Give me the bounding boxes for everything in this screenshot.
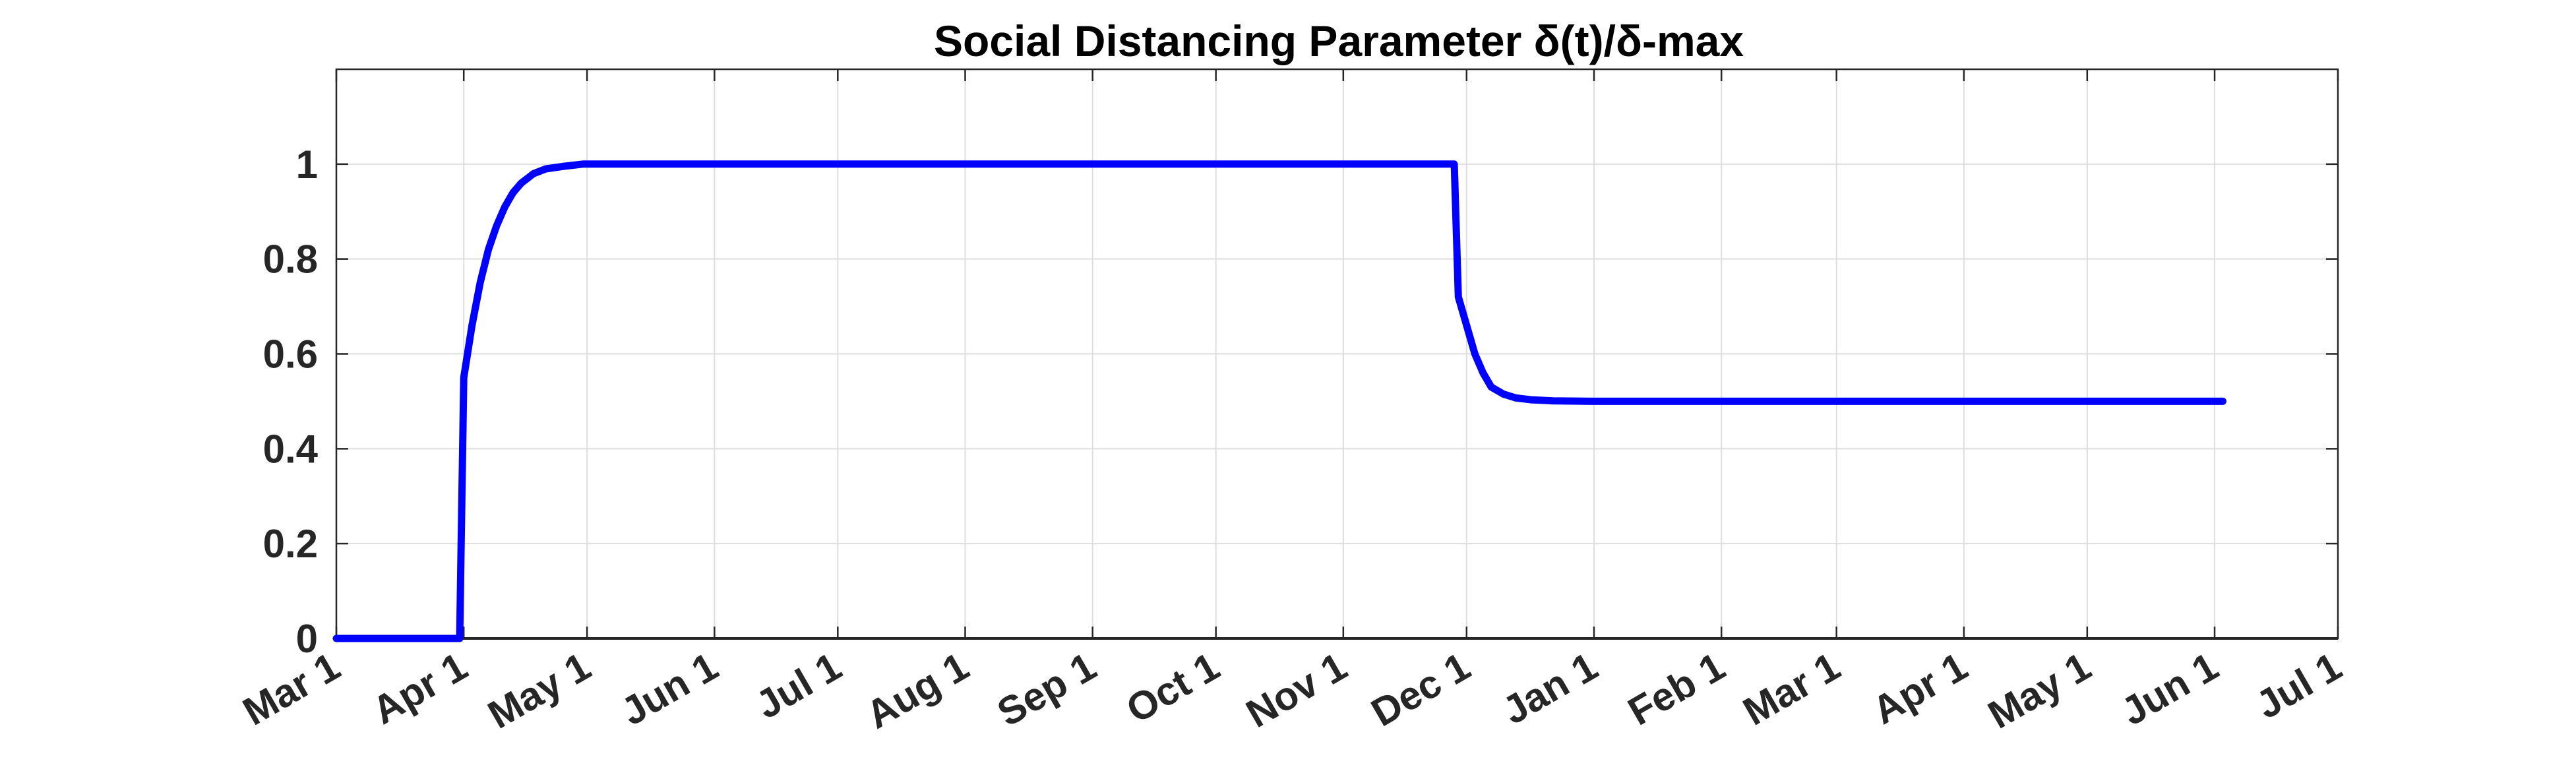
y-tick-label: 0 — [296, 617, 318, 661]
series-line — [332, 160, 2226, 642]
y-tick-label: 1 — [296, 142, 318, 187]
grid — [336, 69, 2339, 639]
x-tick-label: Nov 1 — [1239, 644, 1354, 736]
x-tick-label: Jul 1 — [2249, 644, 2349, 727]
chart-title: Social Distancing Parameter δ(t)/δ-max — [934, 16, 1744, 65]
y-tick-label: 0.6 — [263, 332, 318, 377]
x-tick-label: Apr 1 — [365, 644, 474, 733]
y-tick-label: 0.2 — [263, 522, 318, 566]
x-tick-label: Jan 1 — [1495, 644, 1605, 733]
x-tick-label: Mar 1 — [1736, 644, 1847, 733]
x-tick-label: Jul 1 — [749, 644, 849, 727]
x-tick-label: Dec 1 — [1364, 644, 1477, 735]
y-tick-label: 0.4 — [263, 427, 319, 471]
x-tick-label: Aug 1 — [859, 644, 976, 737]
x-tick-label: Jun 1 — [614, 644, 725, 733]
x-tick-label: Jun 1 — [2114, 644, 2225, 733]
x-tick-label: May 1 — [1980, 644, 2098, 737]
x-tick-label: Feb 1 — [1620, 644, 1732, 733]
x-tick-label: Mar 1 — [235, 644, 347, 733]
y-tick-label: 0.8 — [263, 237, 318, 282]
x-tick-label: Apr 1 — [1865, 644, 1975, 733]
x-tick-label: Oct 1 — [1119, 644, 1227, 731]
axes — [335, 68, 2339, 640]
series-layer — [332, 160, 2226, 642]
x-tick-label: Sep 1 — [990, 644, 1103, 735]
x-tick-label: May 1 — [481, 644, 598, 737]
